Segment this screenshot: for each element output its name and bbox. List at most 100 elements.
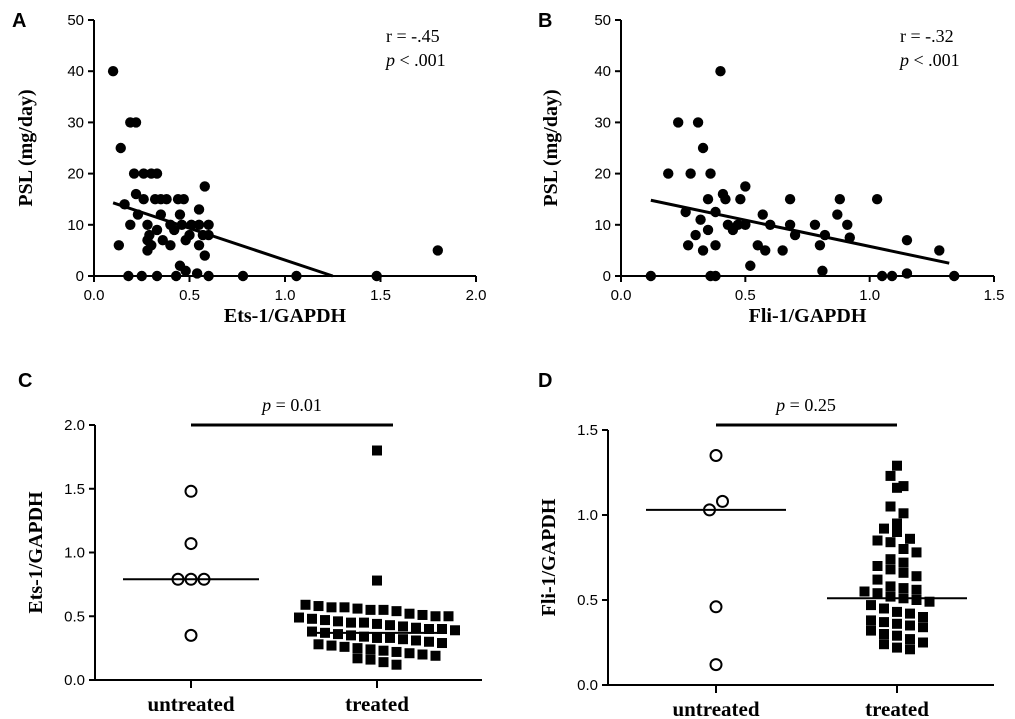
group-untreated (123, 484, 259, 642)
data-point (911, 584, 922, 595)
data-point (326, 640, 337, 651)
data-point (333, 616, 343, 627)
data-point (307, 613, 317, 624)
data-point (404, 608, 415, 619)
panel-c-dotplot: 0.0 0.5 1.0 1.5 2.0 untreated treated Ets-1/GAP… (25, 395, 482, 716)
data-point (391, 646, 402, 657)
data-point (879, 629, 889, 639)
data-point (320, 615, 330, 626)
x-tick-label: 1.0 (859, 287, 880, 304)
data-point (898, 544, 909, 554)
y-tick-label: 50 (594, 12, 611, 29)
data-point (128, 168, 140, 179)
p-value: p < .001 (384, 50, 446, 70)
x-tick-label: 0.5 (179, 287, 200, 304)
data-point (866, 615, 876, 626)
y-tick-label: 1.5 (64, 481, 85, 498)
data-point (417, 609, 428, 620)
y-tick-label: 0.5 (577, 592, 598, 609)
data-point (424, 636, 434, 647)
data-point (193, 219, 205, 230)
data-point (685, 168, 696, 179)
data-point (178, 194, 189, 205)
data-point (866, 625, 876, 636)
axes: 0.0 0.5 1.0 1.5 2.0 untreated treated (64, 417, 482, 716)
data-point (151, 224, 163, 236)
data-point (876, 270, 888, 282)
data-point (437, 624, 447, 634)
data-point (871, 194, 883, 205)
y-tick-label: 10 (594, 217, 611, 234)
group-untreated (646, 449, 786, 672)
data-point (107, 66, 119, 77)
data-point (892, 618, 902, 629)
data-point (905, 644, 915, 655)
data-point (872, 535, 883, 546)
data-point (901, 268, 913, 279)
data-point (866, 600, 876, 611)
data-point (432, 245, 443, 256)
data-point (193, 204, 205, 215)
data-point (378, 657, 389, 668)
data-point (709, 658, 723, 672)
data-points (107, 66, 443, 282)
data-point (450, 625, 460, 636)
p-value: p = 0.01 (260, 395, 322, 415)
group-treated (294, 445, 460, 670)
data-point (300, 599, 311, 610)
data-point (697, 245, 709, 256)
data-point (136, 270, 147, 282)
data-point (918, 612, 928, 622)
data-point (885, 501, 896, 512)
data-point (695, 214, 706, 225)
data-point (918, 622, 928, 633)
data-point (720, 194, 731, 205)
data-point (424, 624, 434, 634)
panel-letter-c: C (18, 370, 32, 392)
data-point (740, 181, 751, 192)
y-tick-label: 1.0 (577, 507, 598, 524)
data-point (892, 630, 902, 641)
data-point (352, 643, 363, 654)
panel-b-scatter: 0 10 20 30 40 50 0.0 0.5 1.0 1.5 Fli-1/GAPDH PSL (m… (540, 12, 1004, 327)
data-point (898, 583, 909, 594)
data-point (385, 620, 395, 631)
data-point (352, 653, 363, 664)
data-point (702, 224, 714, 236)
data-point (892, 606, 902, 617)
data-point (697, 142, 709, 154)
data-point (879, 523, 889, 534)
x-tick-label: 1.5 (370, 287, 391, 304)
data-point (291, 270, 302, 282)
data-point (911, 595, 922, 605)
data-point (834, 194, 846, 205)
x-tick-label: 0.0 (611, 287, 632, 304)
data-point (735, 194, 746, 205)
y-tick-label: 0 (603, 268, 611, 285)
data-point (437, 638, 447, 649)
data-point (879, 617, 889, 628)
y-tick-label: 10 (67, 217, 84, 234)
data-point (191, 268, 203, 279)
category-label: treated (345, 692, 409, 716)
panel-letter-b: B (538, 10, 552, 32)
y-tick-label: 0.0 (577, 677, 598, 694)
data-point (404, 648, 415, 659)
data-point (757, 209, 768, 220)
x-tick-label: 2.0 (466, 287, 487, 304)
y-tick-label: 40 (67, 63, 84, 80)
data-point (905, 533, 915, 544)
y-tick-label: 20 (67, 166, 84, 183)
data-point (294, 612, 304, 623)
data-point (892, 642, 902, 653)
data-point (663, 168, 674, 179)
y-tick-label: 0.5 (64, 608, 85, 625)
data-point (885, 554, 896, 565)
data-point (193, 240, 205, 251)
data-point (142, 245, 153, 256)
data-point (184, 484, 198, 498)
data-point (872, 588, 883, 599)
data-point (333, 629, 343, 640)
data-point (901, 234, 913, 246)
